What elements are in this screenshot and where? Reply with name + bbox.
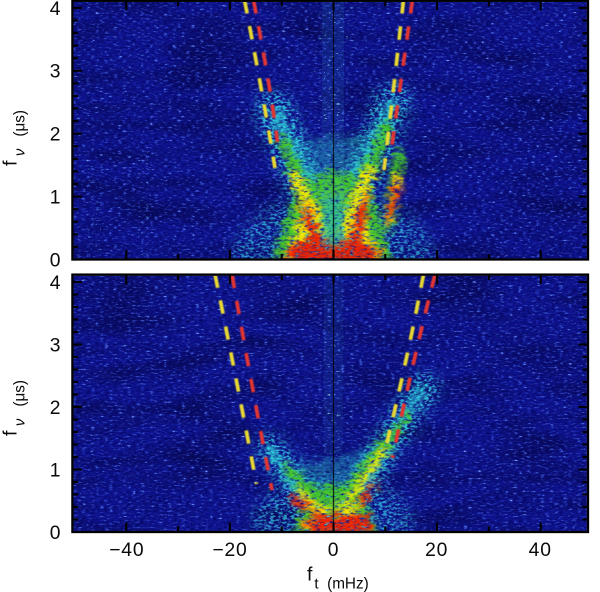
svg-text:0: 0 [328,540,340,561]
svg-text:4: 4 [50,0,61,20]
svg-text:2: 2 [50,125,61,146]
svg-text:1: 1 [50,188,61,209]
svg-text:1: 1 [50,460,61,481]
svg-text:0: 0 [50,523,61,544]
svg-text:3: 3 [50,335,61,356]
svg-text:−20: −20 [212,540,247,561]
svg-text:20: 20 [425,540,448,561]
svg-text:3: 3 [50,62,61,83]
svg-text:40: 40 [529,540,552,561]
svg-text:−40: −40 [109,540,144,561]
svg-text:4: 4 [50,273,61,294]
svg-text:0: 0 [50,250,61,271]
svg-text:2: 2 [50,398,61,419]
